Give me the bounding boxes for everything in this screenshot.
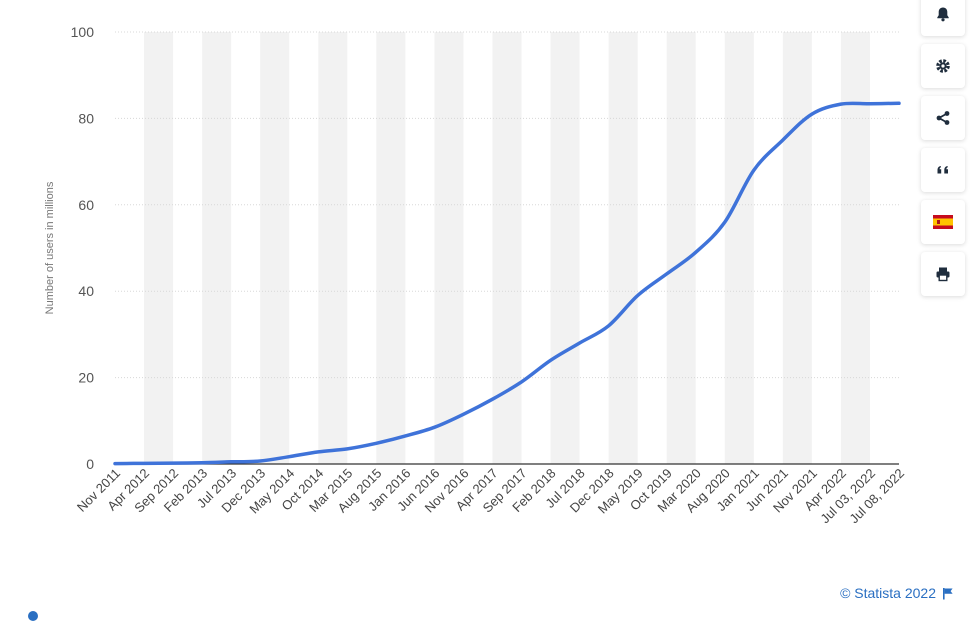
y-axis-ticks: 0 20 40 60 80 100 — [71, 24, 95, 472]
y-tick-label: 20 — [78, 370, 94, 386]
flag-icon — [943, 587, 953, 599]
y-tick-label: 60 — [78, 197, 94, 213]
column-band — [550, 32, 580, 464]
series-line-users[interactable] — [113, 101, 901, 466]
print-icon — [936, 267, 950, 282]
language-button[interactable] — [921, 200, 965, 244]
quote-icon — [937, 166, 948, 174]
cite-button[interactable] — [921, 148, 965, 192]
statista-credit[interactable]: © Statista 2022 — [840, 585, 954, 601]
bell-icon — [937, 7, 949, 22]
gear-icon — [936, 59, 950, 73]
column-band — [202, 32, 232, 464]
column-band — [144, 32, 174, 464]
column-band — [724, 32, 754, 464]
column-band — [608, 32, 638, 464]
print-button[interactable] — [921, 252, 965, 296]
column-band — [666, 32, 696, 464]
y-tick-label: 80 — [78, 110, 94, 126]
column-band — [492, 32, 522, 464]
column-band — [840, 32, 870, 464]
column-band — [434, 32, 464, 464]
notification-button[interactable] — [921, 0, 965, 36]
settings-button[interactable] — [921, 44, 965, 88]
chart-toolbar — [921, 0, 967, 296]
info-dot — [28, 611, 38, 621]
column-band — [782, 32, 812, 464]
flag-es-icon — [933, 215, 953, 229]
column-band — [318, 32, 348, 464]
column-band — [376, 32, 406, 464]
y-tick-label: 40 — [78, 283, 94, 299]
column-band — [260, 32, 290, 464]
y-tick-label: 100 — [71, 24, 95, 40]
y-tick-label: 0 — [86, 456, 94, 472]
share-button[interactable] — [921, 96, 965, 140]
share-icon — [936, 111, 950, 125]
credit-text[interactable]: © Statista 2022 — [840, 585, 936, 601]
chart-area: 0 20 40 60 80 100 Nov 2011 Apr 2012 Sep 2012 Feb… — [44, 24, 907, 527]
y-axis-title: Number of users in millions — [44, 181, 56, 314]
column-bands — [144, 32, 870, 464]
